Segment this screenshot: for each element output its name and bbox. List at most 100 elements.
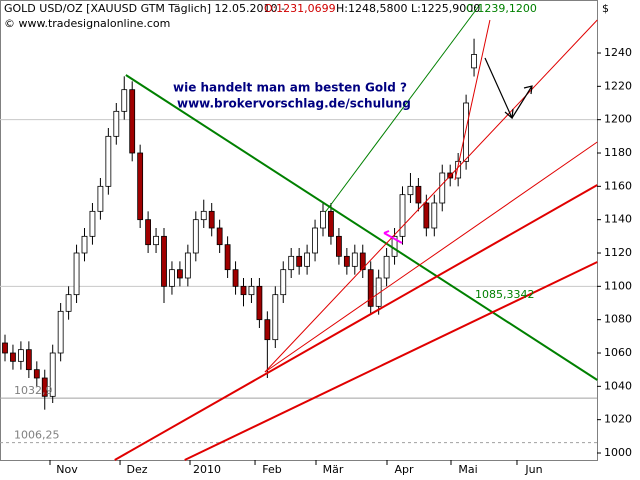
trend-line (454, 19, 491, 181)
candle-body (407, 185, 414, 196)
candle-body (25, 349, 32, 371)
y-tick-label: 1020 (604, 413, 632, 426)
candle-body (296, 255, 303, 267)
candle-body (73, 252, 80, 296)
candle-body (399, 194, 406, 237)
candle-body (33, 369, 40, 379)
header-high-low: H:1248,5800 L:1225,9000 (336, 2, 480, 15)
x-tick-label: Dez (127, 463, 148, 476)
candle-body (105, 135, 112, 187)
candle-body (216, 227, 223, 246)
candle-body (383, 255, 390, 279)
axis-unit: $ (602, 2, 609, 15)
candle-body (304, 252, 311, 267)
candle-body (169, 269, 175, 287)
candle-body (248, 285, 255, 296)
candle-body (18, 349, 24, 362)
y-tick-label: 1140 (604, 213, 632, 226)
plot-area (0, 4, 598, 461)
candle-body (153, 235, 159, 246)
x-tick-label: Mär (323, 463, 344, 476)
candle-body (81, 235, 88, 254)
candle-body (272, 294, 279, 341)
candle-body (2, 342, 8, 354)
y-tick-label: 1240 (604, 46, 632, 59)
candle-body (121, 89, 128, 112)
candle-body (89, 210, 96, 237)
candle-body (161, 235, 167, 287)
trend-line (264, 19, 598, 373)
y-tick-label: 1040 (604, 379, 632, 392)
y-tick-label: 1060 (604, 346, 632, 359)
candle-body (336, 235, 342, 257)
plot-frame (0, 0, 598, 461)
candle-body (240, 285, 247, 296)
chart-title: GOLD USD/OZ [XAUUSD GTM Täglich] 12.05.2… (4, 2, 285, 15)
candle-body (41, 377, 48, 397)
candle-body (343, 255, 350, 267)
candle-body (145, 219, 152, 246)
copyright: © www.tradesignalonline.com (4, 17, 170, 30)
candle-body (264, 319, 271, 341)
candle-body (320, 210, 326, 229)
candle-body (65, 294, 72, 312)
candle-body (184, 252, 191, 279)
y-tick-label: 1220 (604, 79, 632, 92)
candle-body (359, 252, 366, 271)
candle-body (256, 285, 263, 321)
annotation: wie handelt man am besten Gold ? (173, 81, 407, 95)
candle-body (129, 89, 136, 154)
candle-body (367, 269, 374, 307)
candle-body (431, 202, 438, 229)
candle-body (208, 210, 215, 229)
candle-body (312, 227, 318, 254)
candle-body (177, 269, 183, 279)
candle-body (439, 172, 446, 204)
candle-body (471, 54, 477, 69)
arrows (484, 57, 533, 120)
candle-body (224, 244, 231, 271)
y-tick-label: 1180 (604, 146, 632, 159)
trend-line (264, 141, 598, 373)
candle-body (232, 269, 239, 287)
candle-body (113, 110, 120, 137)
x-tick-label: Jun (524, 463, 542, 476)
candle-body (288, 255, 295, 271)
candle-body (351, 252, 358, 267)
x-tick-label: Nov (56, 463, 78, 476)
candle-body (49, 352, 56, 397)
y-tick-label: 1080 (604, 313, 632, 326)
candle-body (280, 269, 287, 296)
candle-body (200, 210, 207, 221)
arrow (511, 85, 533, 119)
candle-body (10, 352, 16, 362)
header-close: C:1239,1200 (466, 2, 537, 15)
level-label: 1032,9 (14, 384, 53, 397)
y-tick-label: 1120 (604, 246, 632, 259)
candle-body (192, 219, 199, 254)
trend-line (114, 184, 598, 461)
y-tick-label: 1000 (604, 446, 632, 459)
annotation: www.brokervorschlag.de/schulung (177, 97, 411, 111)
candle-body (328, 210, 334, 237)
candle-body (423, 202, 430, 229)
marker-arrow (383, 230, 403, 244)
candle-body (137, 152, 144, 221)
y-tick-label: 1200 (604, 113, 632, 126)
x-tick-label: Mai (458, 463, 477, 476)
candle-body (57, 310, 64, 354)
candle-body (415, 185, 422, 204)
x-tick-label: Apr (394, 463, 414, 476)
y-tick-label: 1100 (604, 279, 632, 292)
trend-line (324, 4, 481, 213)
candle-body (463, 102, 470, 162)
y-tick-label: 1160 (604, 179, 632, 192)
trend-line (125, 74, 598, 381)
trend-line (184, 261, 598, 461)
crossing-label: 1085,3342 (475, 288, 535, 301)
header-open: O:1231,0699 (264, 2, 336, 15)
level-label: 1006,25 (14, 429, 60, 442)
x-tick-label: 2010 (193, 463, 221, 476)
